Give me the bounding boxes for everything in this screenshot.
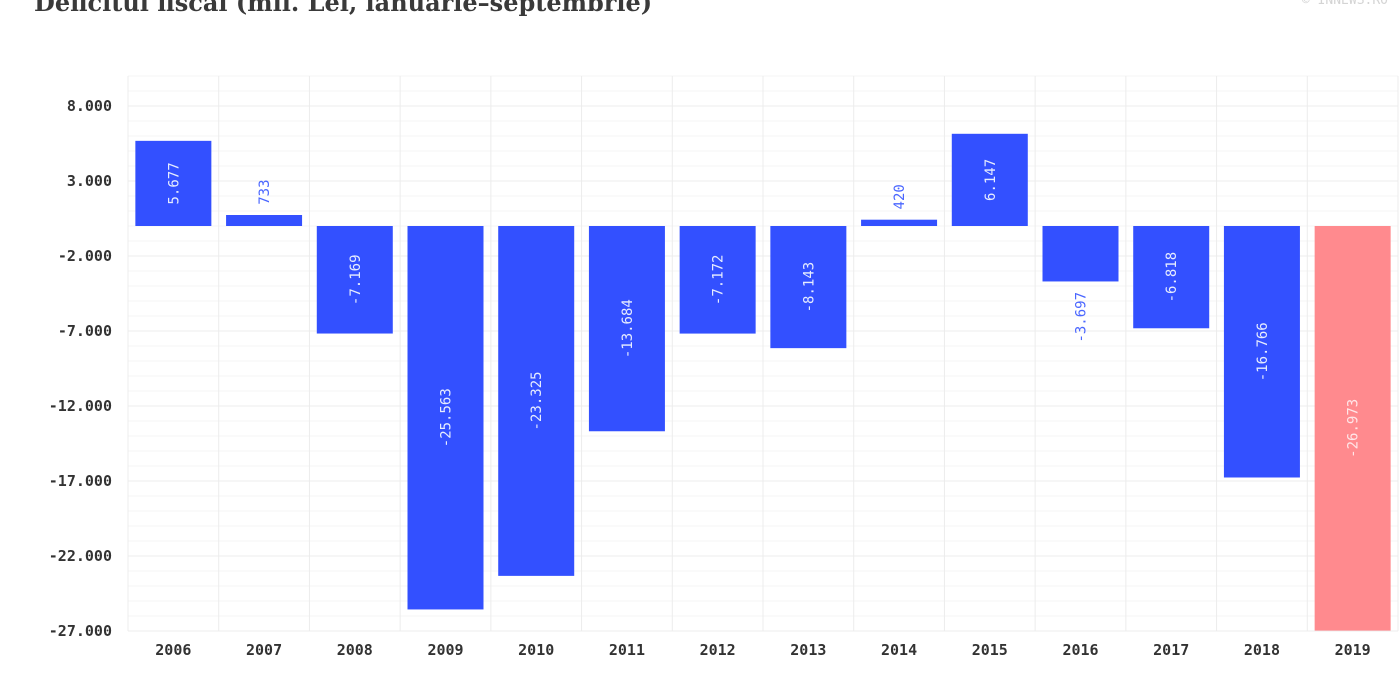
y-tick-label: -12.000 [49,397,112,415]
bar-value-label: 420 [892,184,908,209]
bar-2010 [498,226,575,576]
bar-2014 [861,219,938,226]
brand-watermark: © INNEWS.RO [1301,0,1388,8]
y-tick-label: -2.000 [58,247,112,265]
bar-value-label: -13.684 [620,299,636,358]
x-tick-label: 2018 [1244,641,1280,659]
x-axis-ticks: 2006 2007 2008 2009 2010 2011 2012 2013 2014 2015… [155,641,1370,659]
y-tick-label: 3.000 [67,172,112,190]
x-tick-label: 2011 [609,641,645,659]
y-tick-label: -7.000 [58,322,112,340]
bar-value-label: 6.147 [983,159,999,201]
x-tick-label: 2008 [337,641,373,659]
bar-2016 [1042,226,1119,282]
bar-value-label: -8.143 [801,262,817,313]
bar-value-label: -6.818 [1164,252,1180,303]
x-tick-label: 2019 [1335,641,1371,659]
y-axis-ticks: 8.000 3.000 -2.000 -7.000 -12.000 -17.000 -22.… [49,97,112,640]
bar-2015 [951,133,1028,226]
bar-2006 [135,140,212,226]
bar-value-label: -7.169 [348,254,364,305]
y-tick-label: 8.000 [67,97,112,115]
bar-2018 [1223,226,1300,478]
bar-value-label: -26.973 [1346,399,1362,458]
bar-2011 [588,226,665,432]
bar-2008 [316,226,393,334]
bar-value-label: -25.563 [439,388,455,447]
bar-value-label: 5.677 [166,162,182,204]
bar-value-label: -16.766 [1255,322,1271,381]
x-tick-label: 2007 [246,641,282,659]
x-tick-label: 2014 [881,641,917,659]
y-tick-label: -22.000 [49,547,112,565]
x-tick-label: 2015 [972,641,1008,659]
bar-value-label: -7.172 [711,255,727,306]
bar-2007 [226,215,303,226]
bar-2009 [407,226,484,610]
bar-2013 [770,226,847,349]
bar-value-label: 733 [257,179,273,204]
bars [135,133,1391,631]
x-tick-label: 2006 [155,641,191,659]
bar-2012 [679,226,756,334]
bar-2017 [1133,226,1210,329]
bar-value-labels: 5.677 733 -7.169 -25.563 -23.325 -13.684 -7.17… [166,159,1361,458]
grid-lines [127,75,1399,632]
x-tick-label: 2013 [790,641,826,659]
x-tick-label: 2017 [1153,641,1189,659]
bar-2019 [1314,226,1391,631]
chart-title: Deficitul fiscal (mil. Lei, ianuarie–sep… [34,0,653,17]
bar-value-label: -3.697 [1074,292,1090,343]
x-tick-label: 2009 [427,641,463,659]
x-tick-label: 2010 [518,641,554,659]
x-tick-label: 2012 [700,641,736,659]
y-tick-label: -17.000 [49,472,112,490]
y-tick-label: -27.000 [49,622,112,640]
bar-value-label: -23.325 [529,371,545,430]
x-tick-label: 2016 [1062,641,1098,659]
